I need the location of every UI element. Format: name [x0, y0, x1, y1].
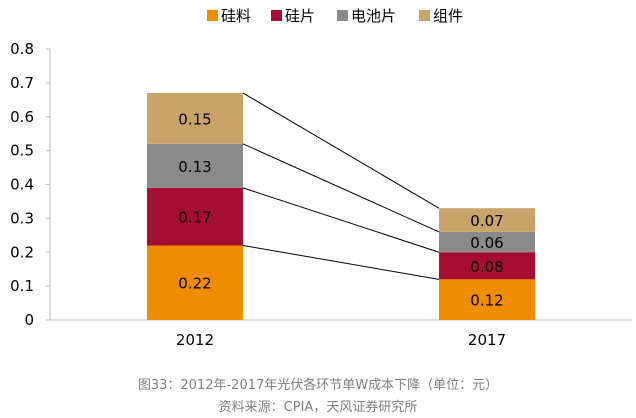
- data-label: 0.15: [178, 110, 211, 128]
- connector-line: [242, 92, 440, 209]
- bar-segment: [439, 279, 535, 320]
- connector-line: [242, 244, 440, 280]
- legend-label: 硅料: [221, 7, 251, 25]
- y-tick-label: 0.5: [10, 142, 34, 160]
- bar-segment: [439, 208, 535, 232]
- y-tick-label: 0.8: [10, 40, 34, 58]
- y-tick-label: 0.2: [10, 243, 34, 261]
- data-label: 0.06: [470, 234, 503, 252]
- y-tick-label: 0.6: [10, 108, 34, 126]
- legend-label: 电池片: [351, 7, 396, 25]
- figure-caption: 图33：2012年-2017年光伏各环节单W成本下降（单位：元）: [137, 378, 499, 393]
- data-label: 0.07: [470, 212, 503, 230]
- connector-line: [242, 143, 440, 233]
- legend-label: 硅片: [285, 7, 315, 25]
- x-tick-label: 2017: [468, 331, 506, 349]
- x-tick-label: 2012: [176, 331, 214, 349]
- y-tick-label: 0: [24, 311, 34, 329]
- bar-segment: [147, 245, 243, 320]
- y-tick-label: 0.7: [10, 74, 34, 92]
- legend-label: 组件: [433, 7, 463, 25]
- bar-segment: [439, 231, 535, 253]
- data-label: 0.22: [178, 275, 211, 293]
- bar-segment: [439, 252, 535, 280]
- bar-segment: [147, 187, 243, 246]
- bar-segment: [147, 93, 243, 144]
- data-label: 0.17: [178, 209, 211, 227]
- data-label: 0.13: [178, 158, 211, 176]
- connector-line: [242, 187, 440, 253]
- y-tick-label: 0.1: [10, 277, 34, 295]
- legend-swatch: [419, 10, 430, 21]
- y-tick-label: 0.4: [10, 176, 34, 194]
- stacked-bar-chart: 0 0.1 0.2 0.3 0.4 0.5 0.6 0.7 0.8 0.22 0.17 0.13 0.1…: [10, 7, 632, 349]
- y-tick-label: 0.3: [10, 209, 34, 227]
- bar-segment: [147, 143, 243, 188]
- data-label: 0.08: [470, 258, 503, 276]
- source-caption: 资料来源：CPIA，天风证券研究所: [218, 400, 418, 415]
- data-label: 0.12: [470, 292, 503, 310]
- legend-swatch: [337, 10, 348, 21]
- legend-swatch: [271, 10, 282, 21]
- legend-swatch: [207, 10, 218, 21]
